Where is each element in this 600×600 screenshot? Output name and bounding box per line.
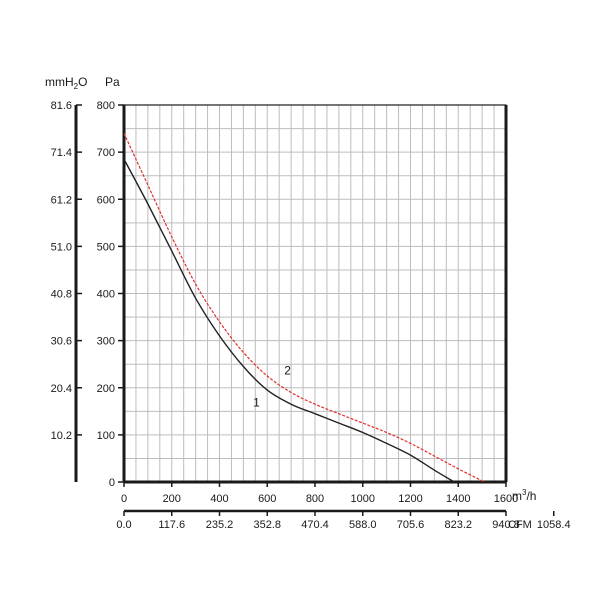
y-unit-label: Pa xyxy=(105,75,120,89)
y2-tick-label: 61.2 xyxy=(51,194,72,206)
x2-tick-label: 705.6 xyxy=(397,519,425,531)
y-tick-label: 800 xyxy=(97,100,115,112)
x2-tick-label: 0.0 xyxy=(116,519,131,531)
y2-tick-label: 10.2 xyxy=(51,430,72,442)
y2-tick-label: 81.6 xyxy=(51,100,72,112)
grid xyxy=(123,104,507,483)
series-label-1: 1 xyxy=(253,396,260,410)
y-tick-label: 200 xyxy=(97,383,115,395)
y-tick-label: 100 xyxy=(97,430,115,442)
tick-labels: 10.2 20.4 30.6 40.8 51.0 61.2 71.4 81.6 0 100 200 3… xyxy=(51,100,571,531)
axes xyxy=(74,104,555,516)
y2-tick-label: 30.6 xyxy=(51,336,72,348)
y2-tick-label: 20.4 xyxy=(51,383,72,395)
x-tick-label: 600 xyxy=(258,493,276,505)
y-tick-label: 400 xyxy=(97,289,115,301)
x-tick-label: 1000 xyxy=(351,493,375,505)
x2-tick-label: 235.2 xyxy=(206,519,234,531)
y-tick-label: 0 xyxy=(109,477,115,489)
y2-tick-label: 71.4 xyxy=(51,147,72,159)
x-tick-label: 200 xyxy=(163,493,181,505)
x-unit-label: m3/h xyxy=(512,488,536,503)
x2-tick-label: 117.6 xyxy=(158,519,185,531)
x2-unit-label: CFM xyxy=(508,519,532,531)
x2-tick-label: 352.8 xyxy=(253,519,281,531)
x-tick-label: 1600 xyxy=(494,493,518,505)
y2-tick-label: 40.8 xyxy=(51,289,72,301)
series-line-1 xyxy=(124,158,456,482)
y-tick-label: 500 xyxy=(97,241,115,253)
x2-tick-label: 588.0 xyxy=(349,519,377,531)
x-tick-label: 0 xyxy=(121,493,127,505)
y-tick-label: 300 xyxy=(97,336,115,348)
series-layer xyxy=(124,133,486,482)
y-tick-label: 700 xyxy=(97,147,115,159)
x-tick-label: 400 xyxy=(210,493,228,505)
series-line-2 xyxy=(124,133,486,482)
x-tick-label: 1400 xyxy=(446,493,470,505)
x-tick-label: 800 xyxy=(306,493,324,505)
x-tick-label: 1200 xyxy=(398,493,422,505)
x2-tick-label: 1058.4 xyxy=(537,519,571,531)
y2-tick-label: 51.0 xyxy=(51,241,72,253)
y2-unit-label: mmH2O xyxy=(45,75,87,91)
x2-tick-label: 823.2 xyxy=(444,519,472,531)
y-tick-label: 600 xyxy=(97,194,115,206)
x2-tick-label: 470.4 xyxy=(301,519,329,531)
x2-tick-label: 940.8 xyxy=(492,519,520,531)
series-label-2: 2 xyxy=(284,364,291,378)
